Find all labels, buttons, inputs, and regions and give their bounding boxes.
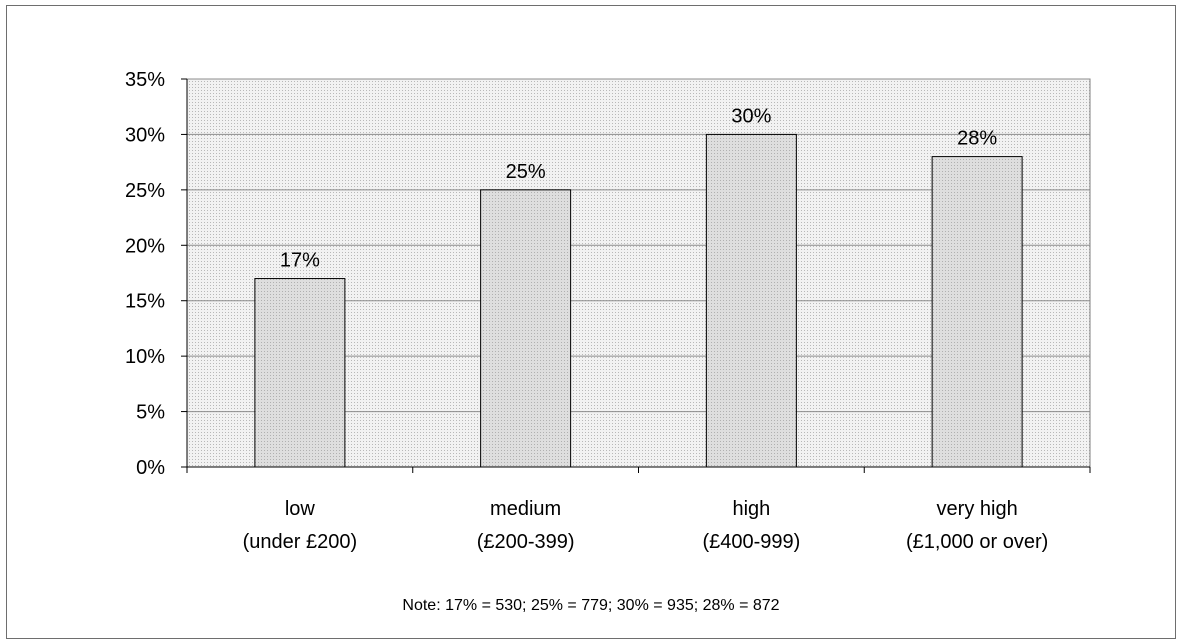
- y-tick-label: 25%: [125, 180, 165, 202]
- data-label: 28%: [957, 128, 997, 150]
- y-axis: 0% 5% 10% 15% 20% 25% 30% 35%: [125, 69, 188, 479]
- x-axis: [186, 466, 1091, 473]
- y-tick-label: 20%: [125, 235, 165, 257]
- bar: [254, 278, 346, 468]
- y-tick-label: 5%: [136, 402, 165, 424]
- y-tick-label: 35%: [125, 69, 165, 91]
- y-tick-label: 10%: [125, 346, 165, 368]
- x-tick-label: low: [285, 498, 316, 520]
- data-labels: 17% 25% 30% 28%: [280, 105, 997, 271]
- y-tick-label: 0%: [136, 457, 165, 479]
- chart-note: Note: 17% = 530; 25% = 779; 30% = 935; 2…: [402, 597, 780, 614]
- data-label: 17%: [280, 250, 320, 272]
- bar: [931, 156, 1023, 468]
- y-tick-label: 30%: [125, 124, 165, 146]
- data-label: 25%: [506, 161, 546, 183]
- bar: [705, 133, 797, 468]
- x-tick-label: (£200-399): [477, 531, 575, 553]
- x-tick-label: (£1,000 or over): [906, 531, 1048, 553]
- x-tick-label: medium: [490, 498, 561, 520]
- x-tick-label: (under £200): [243, 531, 358, 553]
- x-tick-label: high: [732, 498, 770, 520]
- data-label: 30%: [731, 105, 771, 127]
- x-tick-label: very high: [937, 498, 1018, 520]
- y-tick-label: 15%: [125, 291, 165, 313]
- category-labels: low (under £200) medium (£200-399) high (£400…: [243, 498, 1049, 553]
- bar: [480, 189, 572, 468]
- x-tick-label: (£400-999): [702, 531, 800, 553]
- bars: [254, 133, 1023, 468]
